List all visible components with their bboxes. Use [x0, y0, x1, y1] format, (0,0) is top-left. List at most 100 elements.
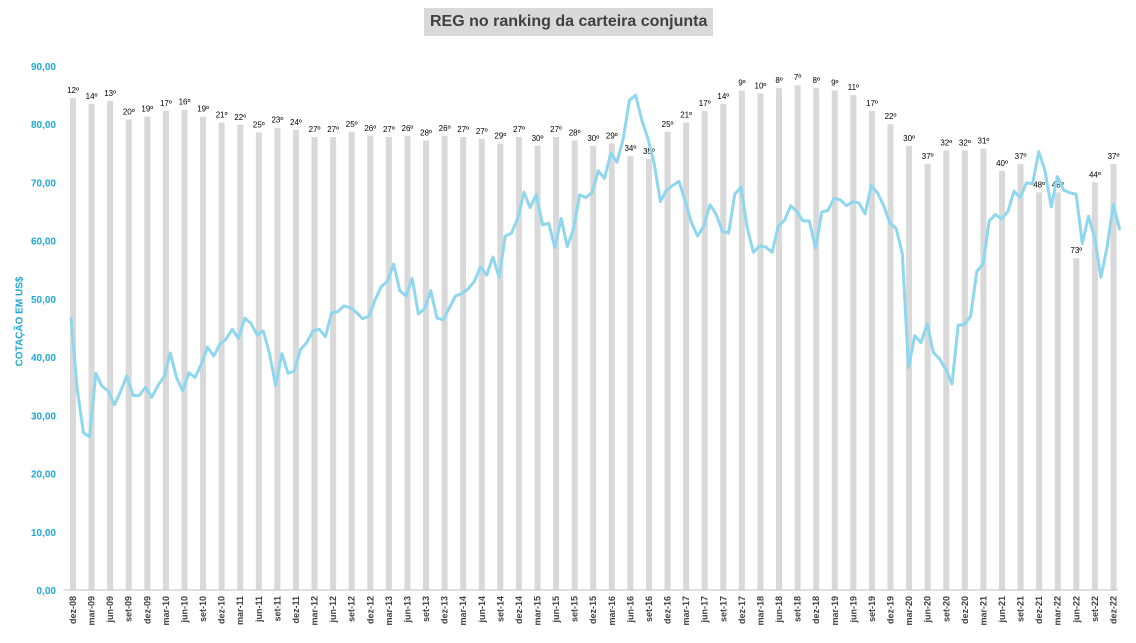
- y-tick-label: 70,00: [31, 178, 56, 189]
- x-tick-label: set-19: [867, 596, 877, 622]
- ranking-label: 35º: [643, 147, 655, 156]
- ranking-bar: [1073, 258, 1080, 590]
- x-tick-label: mar-21: [978, 596, 988, 626]
- x-tick-label: set-13: [421, 596, 431, 622]
- x-tick-label: mar-19: [830, 596, 840, 626]
- ranking-bar: [701, 110, 708, 590]
- ranking-bar: [162, 110, 169, 590]
- ranking-label: 27º: [383, 125, 395, 134]
- x-tick-label: jun-10: [179, 596, 189, 624]
- ranking-label: 28º: [420, 129, 432, 138]
- ranking-bar: [776, 88, 783, 590]
- ranking-label: 27º: [309, 125, 321, 134]
- ranking-label: 17º: [866, 99, 878, 108]
- ranking-bar: [868, 110, 875, 590]
- x-tick-label: dez-15: [588, 596, 598, 624]
- x-tick-label: mar-10: [161, 596, 171, 626]
- x-tick-label: set-18: [793, 596, 803, 622]
- ranking-label: 13º: [104, 89, 116, 98]
- ranking-bar: [200, 116, 207, 591]
- ranking-bar: [107, 100, 114, 590]
- x-tick-label: jun-12: [328, 596, 338, 624]
- price-line: [69, 93, 1121, 439]
- ranking-bar: [887, 124, 894, 590]
- x-tick-label: set-09: [124, 596, 134, 622]
- ranking-label: 22º: [885, 112, 897, 121]
- x-tick-label: dez-13: [440, 596, 450, 624]
- ranking-label: 27º: [550, 125, 562, 134]
- ranking-label: 73º: [1070, 246, 1082, 255]
- ranking-bar: [738, 90, 745, 590]
- x-tick-label: dez-19: [886, 596, 896, 624]
- x-axis-ticks: dez-08 mar-09 jun-09 set-09 dez-09 mar-10 jun-…: [68, 596, 1118, 626]
- bar-series: [70, 85, 1117, 591]
- x-tick-label: dez-08: [68, 596, 78, 624]
- ranking-bar: [478, 138, 485, 590]
- ranking-bar: [1054, 192, 1061, 590]
- x-tick-label: mar-18: [755, 596, 765, 626]
- ranking-bar: [441, 135, 448, 590]
- ranking-bar: [608, 143, 615, 591]
- ranking-label: 9º: [831, 78, 838, 87]
- ranking-label: 32º: [959, 138, 971, 147]
- ranking-bar: [645, 159, 652, 590]
- ranking-bar: [460, 137, 467, 590]
- ranking-label: 34º: [624, 144, 636, 153]
- ranking-label: 30º: [903, 134, 915, 143]
- ranking-bar: [813, 88, 820, 590]
- ranking-bar: [330, 137, 337, 590]
- ranking-bar: [125, 119, 132, 590]
- ranking-label: 27º: [513, 125, 525, 134]
- ranking-label: 25º: [253, 120, 265, 129]
- ranking-bar: [1017, 163, 1024, 590]
- x-tick-label: jun-13: [402, 596, 412, 624]
- y-tick-label: 10,00: [31, 528, 56, 539]
- x-tick-label: jun-14: [477, 596, 487, 624]
- ranking-label: 14º: [86, 92, 98, 101]
- x-tick-label: mar-13: [384, 596, 394, 626]
- ranking-bar: [980, 148, 987, 591]
- ranking-label: 14º: [717, 92, 729, 101]
- ranking-bar: [794, 85, 801, 591]
- ranking-label: 26º: [439, 124, 451, 133]
- ranking-bar: [961, 150, 968, 590]
- x-tick-label: dez-14: [514, 596, 524, 624]
- ranking-bar: [497, 143, 504, 591]
- y-tick-label: 90,00: [31, 62, 56, 73]
- x-tick-label: mar-22: [1053, 596, 1063, 626]
- ranking-label: 40º: [996, 159, 1008, 168]
- ranking-bar: [144, 116, 151, 591]
- ranking-bar: [1036, 192, 1043, 590]
- ranking-bar: [404, 135, 411, 590]
- x-tick-label: dez-11: [291, 596, 301, 624]
- ranking-label: 44º: [1089, 170, 1101, 179]
- x-tick-label: jun-16: [625, 596, 635, 624]
- x-tick-label: mar-11: [235, 596, 245, 625]
- ranking-bar: [720, 103, 727, 590]
- x-tick-label: mar-17: [681, 596, 691, 626]
- x-tick-label: jun-22: [1071, 596, 1081, 624]
- ranking-bar: [515, 137, 522, 590]
- ranking-bar: [683, 122, 690, 590]
- x-tick-label: mar-15: [533, 596, 543, 626]
- ranking-label: 19º: [141, 105, 153, 114]
- x-tick-label: jun-20: [923, 596, 933, 624]
- x-tick-label: set-17: [718, 596, 728, 622]
- y-tick-label: 50,00: [31, 295, 56, 306]
- ranking-label: 30º: [587, 134, 599, 143]
- x-tick-label: dez-10: [217, 596, 227, 624]
- ranking-label: 27º: [327, 125, 339, 134]
- ranking-label: 48º: [1033, 180, 1045, 189]
- ranking-bar: [367, 135, 374, 590]
- x-tick-label: jun-11: [254, 596, 264, 623]
- ranking-bar: [423, 140, 430, 590]
- x-tick-label: jun-15: [551, 596, 561, 624]
- x-tick-label: dez-22: [1108, 596, 1118, 624]
- ranking-label: 25º: [346, 120, 358, 129]
- x-tick-label: jun-09: [105, 596, 115, 624]
- ranking-label: 27º: [457, 125, 469, 134]
- ranking-label: 8º: [775, 76, 782, 85]
- ranking-label: 29º: [494, 131, 506, 140]
- x-tick-label: jun-21: [997, 596, 1007, 624]
- ranking-label: 26º: [402, 124, 414, 133]
